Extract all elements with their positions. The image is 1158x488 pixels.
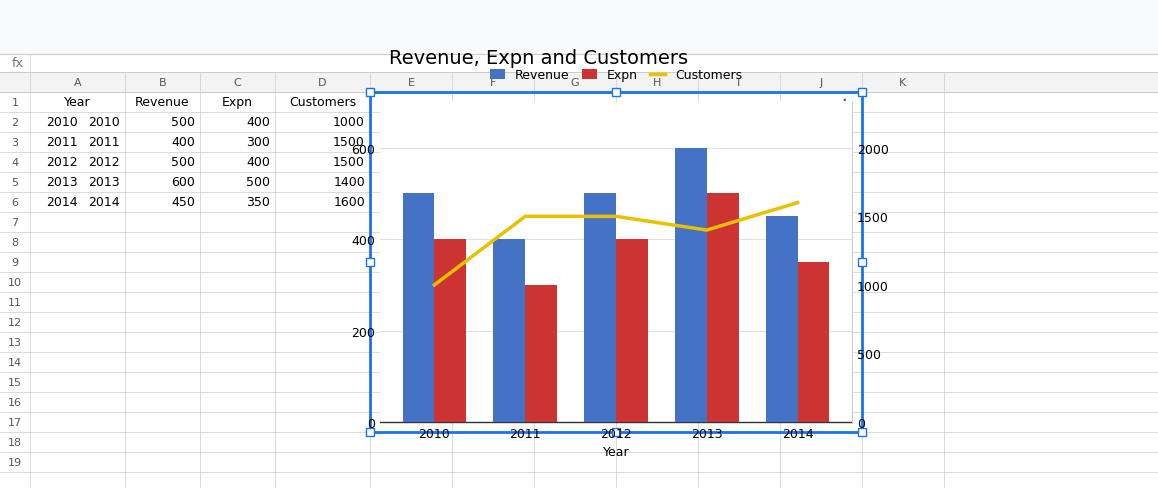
Bar xyxy=(366,259,374,266)
Text: 11: 11 xyxy=(8,297,22,307)
Text: 1500: 1500 xyxy=(334,136,365,149)
Bar xyxy=(493,240,526,422)
Bar xyxy=(585,194,616,422)
Text: F: F xyxy=(490,78,496,88)
Text: 17: 17 xyxy=(8,417,22,427)
Text: 1: 1 xyxy=(12,98,19,108)
Text: D: D xyxy=(318,78,327,88)
Text: 9: 9 xyxy=(12,258,19,267)
Text: K: K xyxy=(900,78,907,88)
Text: 2014: 2014 xyxy=(88,196,120,209)
Bar xyxy=(0,55,1158,73)
Text: 2011: 2011 xyxy=(88,136,120,149)
Text: fx: fx xyxy=(12,58,24,70)
Bar xyxy=(0,0,1158,55)
Text: 4: 4 xyxy=(12,158,19,168)
Customers xyxy=(427,283,441,288)
Bar xyxy=(706,194,739,422)
Text: 500: 500 xyxy=(245,176,270,189)
Text: C: C xyxy=(234,78,241,88)
Text: 2010: 2010 xyxy=(88,116,120,129)
Text: 14: 14 xyxy=(8,357,22,367)
Customers xyxy=(609,214,623,220)
Text: 350: 350 xyxy=(247,196,270,209)
Bar xyxy=(611,428,620,436)
Text: Revenue: Revenue xyxy=(135,96,190,109)
Bar xyxy=(366,428,374,436)
Text: 18: 18 xyxy=(8,437,22,447)
Bar xyxy=(765,217,798,422)
Text: 2013: 2013 xyxy=(46,176,78,189)
Text: 500: 500 xyxy=(171,116,195,129)
Text: ⋮: ⋮ xyxy=(834,97,853,116)
Text: G: G xyxy=(571,78,579,88)
Bar xyxy=(366,89,374,97)
Text: A: A xyxy=(74,78,81,88)
Text: 400: 400 xyxy=(247,116,270,129)
Bar xyxy=(675,148,706,422)
Bar xyxy=(434,240,467,422)
Text: 2014: 2014 xyxy=(46,196,78,209)
Bar xyxy=(858,428,866,436)
Text: J: J xyxy=(820,78,822,88)
Text: 1400: 1400 xyxy=(334,176,365,189)
Legend: Revenue, Expn, Customers: Revenue, Expn, Customers xyxy=(485,64,747,87)
Text: 19: 19 xyxy=(8,457,22,467)
Text: Expn: Expn xyxy=(222,96,252,109)
Text: 16: 16 xyxy=(8,397,22,407)
Text: 12: 12 xyxy=(8,317,22,327)
Text: Customers: Customers xyxy=(290,96,356,109)
Text: 2011: 2011 xyxy=(46,136,78,149)
Text: 2013: 2013 xyxy=(88,176,120,189)
Bar xyxy=(798,263,829,422)
Text: 300: 300 xyxy=(247,136,270,149)
Text: 10: 10 xyxy=(8,278,22,287)
Text: 5: 5 xyxy=(12,178,19,187)
Text: 400: 400 xyxy=(247,156,270,169)
Text: 3: 3 xyxy=(12,138,19,148)
Text: 450: 450 xyxy=(171,196,195,209)
X-axis label: Year: Year xyxy=(602,446,629,459)
Bar xyxy=(611,89,620,97)
Bar xyxy=(380,103,852,422)
Line: Customers: Customers xyxy=(434,203,798,285)
Customers xyxy=(699,228,713,234)
Text: 400: 400 xyxy=(171,136,195,149)
Text: 15: 15 xyxy=(8,377,22,387)
Bar xyxy=(858,259,866,266)
Text: 600: 600 xyxy=(171,176,195,189)
Bar xyxy=(403,194,434,422)
Text: B: B xyxy=(159,78,167,88)
Bar xyxy=(616,240,647,422)
Text: I: I xyxy=(738,78,741,88)
Text: H: H xyxy=(653,78,661,88)
Text: 13: 13 xyxy=(8,337,22,347)
Bar xyxy=(526,285,557,422)
Text: 6: 6 xyxy=(12,198,19,207)
Text: 1600: 1600 xyxy=(334,196,365,209)
Customers xyxy=(791,200,805,206)
Bar xyxy=(858,89,866,97)
Customers xyxy=(519,214,533,220)
Text: 2010: 2010 xyxy=(46,116,78,129)
Text: 8: 8 xyxy=(12,238,19,247)
Text: 7: 7 xyxy=(12,218,19,227)
Text: 1000: 1000 xyxy=(334,116,365,129)
Text: 500: 500 xyxy=(171,156,195,169)
Text: Year: Year xyxy=(64,96,90,109)
Bar xyxy=(0,73,1158,93)
Text: 2: 2 xyxy=(12,118,19,128)
Text: 1500: 1500 xyxy=(334,156,365,169)
Text: 2012: 2012 xyxy=(46,156,78,169)
Text: E: E xyxy=(408,78,415,88)
Text: Revenue, Expn and Customers: Revenue, Expn and Customers xyxy=(389,49,689,68)
Text: 2012: 2012 xyxy=(88,156,120,169)
